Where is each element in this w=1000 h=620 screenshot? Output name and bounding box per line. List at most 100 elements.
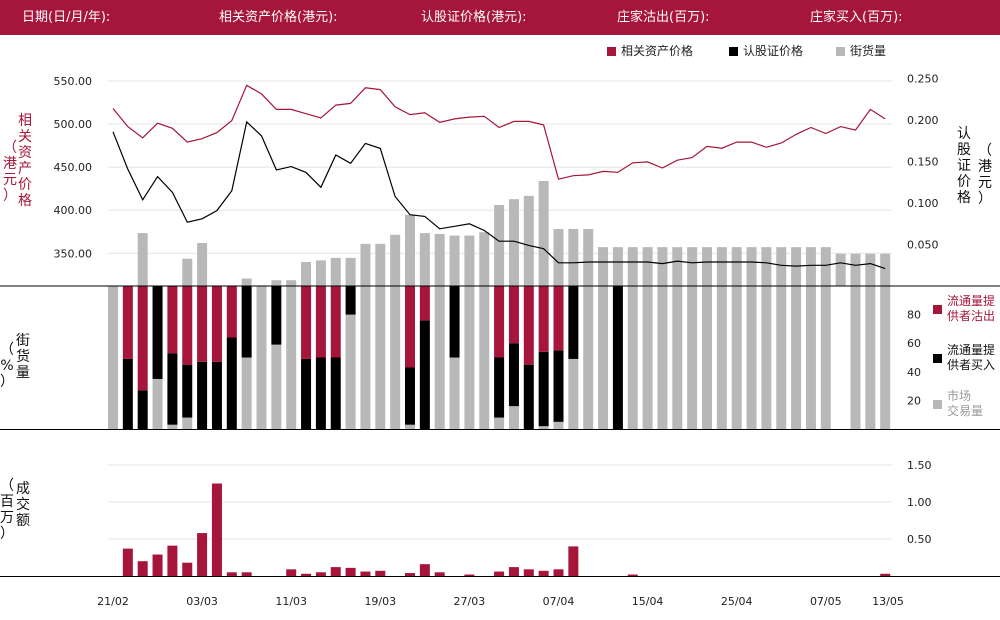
underlying-price-line — [112, 84, 886, 180]
mm-sell-bar — [523, 286, 534, 365]
legend-market-swatch — [933, 400, 942, 409]
street-volume-bar — [850, 253, 861, 286]
street-volume-bar — [880, 253, 891, 286]
right-axis-unit: （港元） — [978, 143, 992, 207]
market-volume-bar — [672, 286, 683, 429]
mm-buy-bar — [494, 357, 505, 418]
turnover-bar — [494, 571, 505, 576]
market-volume-bar — [494, 417, 505, 429]
legend-mm-buy-line2: 供者买入 — [947, 358, 996, 372]
street-volume-bar — [583, 228, 594, 286]
market-volume-bar — [271, 344, 282, 429]
street-volume-bar — [449, 235, 460, 286]
mid-tick-label: 40 — [907, 366, 921, 379]
mm-buy-bar — [271, 286, 282, 345]
market-volume-bar — [553, 421, 564, 429]
mm-buy-bar — [182, 364, 193, 418]
street-volume-bar — [464, 235, 475, 286]
street-volume-bar — [405, 214, 415, 286]
market-volume-bar — [791, 286, 802, 429]
turnover-bar — [405, 573, 415, 576]
right-tick-label: 0.100 — [907, 197, 939, 210]
market-volume-bar — [761, 286, 772, 429]
market-volume-bar — [508, 406, 519, 429]
x-tick-label: 13/05 — [872, 595, 904, 608]
header-warrant-price: 认股证价格(港元): — [421, 10, 527, 25]
legend-warrant-label: 认股证价格 — [743, 44, 804, 58]
turnover-bar — [434, 572, 445, 576]
street-volume-bar — [360, 243, 371, 286]
street-volume-bar — [865, 253, 876, 286]
mm-buy-bar — [197, 361, 208, 429]
mm-buy-bar — [226, 337, 237, 429]
legend-mm-sell-swatch — [933, 305, 942, 314]
turnover-bar — [345, 567, 356, 576]
mm-sell-bar — [197, 286, 208, 362]
street-volume-bar — [286, 280, 297, 286]
mm-buy-bar — [419, 320, 430, 429]
market-volume-bar — [538, 426, 549, 429]
market-volume-bar — [776, 286, 787, 429]
market-volume-bar — [850, 286, 861, 429]
mm-sell-bar — [508, 286, 519, 344]
legend-underlying-swatch — [607, 47, 616, 56]
right-axis-title: 认股证价格 — [957, 126, 971, 206]
market-volume-bar — [449, 357, 460, 429]
street-volume-bar — [390, 234, 401, 286]
mm-sell-bar — [122, 286, 133, 359]
mm-buy-bar — [553, 350, 564, 422]
market-volume-bar — [598, 286, 609, 429]
bottom-tick-label: 1.00 — [907, 496, 932, 509]
mm-buy-bar — [241, 286, 252, 358]
mm-buy-bar — [449, 286, 460, 358]
right-tick-label: 0.250 — [907, 73, 939, 86]
market-volume-bar — [182, 417, 193, 429]
market-volume-bar — [464, 286, 475, 429]
left-tick-label: 350.00 — [54, 247, 93, 260]
mm-buy-bar — [612, 286, 623, 429]
street-volume-bar — [568, 228, 579, 286]
street-volume-bar — [612, 247, 623, 286]
turnover-bar — [286, 569, 297, 576]
left-tick-label: 450.00 — [54, 161, 93, 174]
turnover-bar — [122, 548, 133, 576]
x-tick-label: 27/03 — [454, 595, 486, 608]
street-volume-bar — [345, 257, 356, 286]
turnover-bar — [301, 573, 312, 576]
left-tick-label: 500.00 — [54, 118, 93, 131]
mm-buy-bar — [315, 357, 326, 429]
mm-buy-bar — [137, 390, 148, 429]
mm-sell-bar — [330, 286, 341, 358]
turnover-bar — [568, 546, 579, 576]
bottom-tick-label: 0.50 — [907, 533, 932, 546]
mid-tick-label: 60 — [907, 337, 921, 350]
mm-sell-bar — [182, 286, 193, 365]
x-tick-label: 07/04 — [543, 595, 575, 608]
street-volume-bar — [375, 243, 386, 286]
turnover-bar — [226, 572, 237, 576]
header-date: 日期(日/月/年): — [22, 10, 111, 25]
market-volume-bar — [820, 286, 831, 429]
header-underlying-price: 相关资产价格(港元): — [219, 10, 338, 25]
turnover-bar — [553, 569, 564, 576]
turnover-bar — [538, 570, 549, 576]
market-volume-bar — [479, 286, 490, 429]
mm-sell-bar — [315, 286, 326, 358]
mm-buy-bar — [523, 364, 534, 429]
mid-tick-label: 80 — [907, 309, 921, 322]
street-volume-bar — [776, 247, 787, 286]
street-volume-bar — [301, 262, 312, 286]
turnover-bar — [241, 572, 252, 576]
turnover-bar — [197, 533, 208, 576]
right-tick-label: 0.200 — [907, 114, 939, 127]
street-volume-bar — [627, 247, 638, 286]
market-volume-bar — [434, 286, 445, 429]
mm-sell-bar — [494, 286, 505, 358]
mm-sell-bar — [419, 286, 430, 321]
mm-sell-bar — [538, 286, 549, 352]
street-volume-bar — [820, 247, 831, 286]
mm-sell-bar — [405, 286, 415, 368]
mid-axis-title: 街货量 — [16, 333, 30, 381]
legend-underlying-label: 相关资产价格 — [621, 44, 694, 58]
